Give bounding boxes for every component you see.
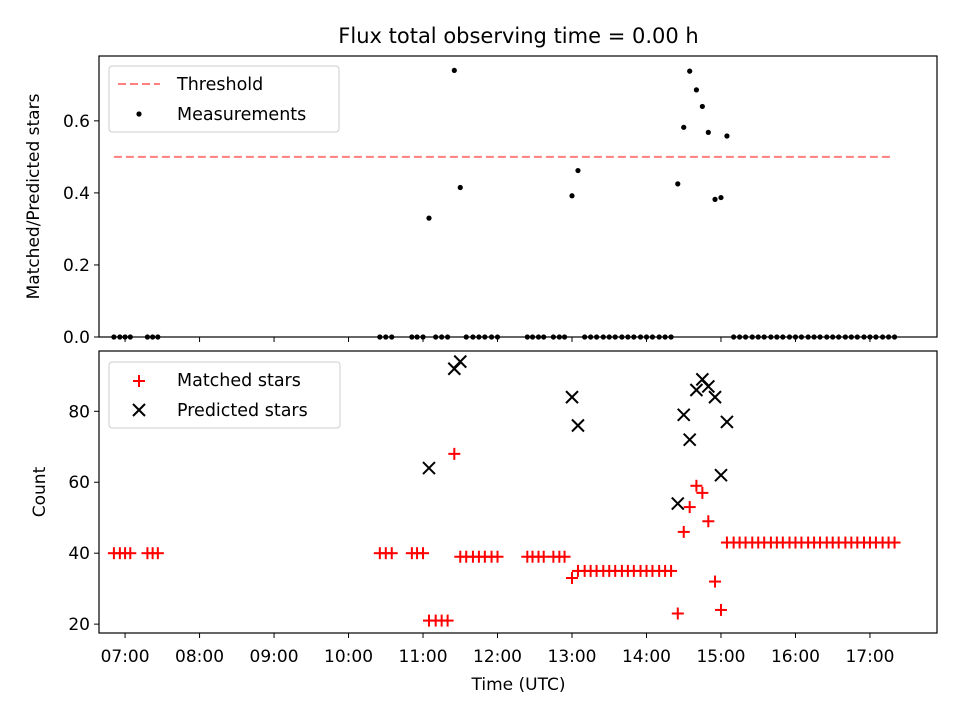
legend-measurements-label: Measurements: [177, 105, 306, 125]
predicted-star-point: [565, 390, 579, 404]
measurement-point: [569, 193, 575, 199]
bottom-y-ticks: 20 40 60 80: [68, 402, 99, 635]
bottom-x-tick-label: 09:00: [250, 647, 299, 667]
predicted-stars-points: [422, 354, 734, 511]
measurement-point: [724, 133, 730, 139]
legend-predicted-swatch: [132, 403, 146, 417]
matched-star-point: [714, 603, 727, 616]
top-legend-box: [108, 65, 340, 133]
bottom-x-tick-label: 17:00: [845, 647, 894, 667]
bottom-x-tick-label: 14:00: [622, 647, 671, 667]
measurement-point: [681, 124, 687, 130]
legend-measurements-swatch: [136, 111, 142, 117]
matched-star-point: [385, 547, 398, 560]
bottom-x-tick-label: 11:00: [399, 647, 448, 667]
predicted-star-point: [453, 354, 467, 369]
bottom-y-tick-label: 80: [68, 402, 90, 422]
matched-star-point: [124, 547, 137, 560]
matched-star-point: [671, 607, 684, 620]
predicted-star-point: [720, 415, 734, 429]
top-y-tick-label: 0.6: [63, 112, 90, 132]
bottom-x-tick-label: 15:00: [696, 647, 745, 667]
matched-star-point: [566, 572, 579, 585]
legend-matched-label: Matched stars: [177, 371, 301, 391]
top-y-tick-label: 0.4: [63, 184, 90, 204]
measurement-point: [712, 196, 718, 202]
matched-star-point: [665, 564, 678, 577]
measurement-point: [687, 68, 693, 74]
measurement-point: [718, 194, 724, 201]
bottom-x-tick-label: 10:00: [324, 647, 373, 667]
bottom-y-tick-label: 40: [68, 544, 90, 564]
matched-star-point: [558, 550, 571, 563]
top-y-tick-label: 0.2: [63, 256, 90, 276]
predicted-star-point: [422, 461, 436, 475]
matched-star-point: [448, 447, 461, 460]
matched-star-point: [151, 547, 164, 560]
bottom-y-axis-label: Count: [30, 466, 50, 517]
legend-matched-swatch: [133, 375, 145, 387]
measurement-point: [699, 103, 705, 110]
predicted-star-point: [682, 432, 697, 447]
top-plot-frame: [98, 55, 938, 338]
top-x-ticks: [124, 337, 871, 342]
bottom-x-tick-label: 13:00: [548, 647, 597, 667]
predicted-star-point: [701, 379, 716, 394]
predicted-star-point: [671, 496, 685, 511]
matched-star-point: [702, 515, 715, 528]
predicted-star-point: [677, 408, 691, 422]
chart-title: Flux total observing time = 0.00 h: [338, 24, 698, 48]
matched-star-point: [441, 614, 454, 627]
matched-star-point: [683, 501, 696, 514]
legend-threshold-label: Threshold: [176, 75, 263, 95]
measurement-point: [675, 181, 681, 187]
predicted-star-point: [689, 383, 704, 397]
measurement-point: [457, 184, 463, 191]
top-y-ticks: 0.0 0.2 0.4 0.6: [63, 112, 99, 348]
bottom-x-tick-label: 16:00: [771, 647, 820, 667]
matched-star-point: [677, 525, 690, 538]
matched-star-point: [690, 479, 703, 492]
top-y-axis-label: Matched/Predicted stars: [24, 93, 44, 299]
x-axis-label: Time (UTC): [471, 675, 566, 695]
measurement-point: [451, 67, 457, 74]
measurement-point: [693, 87, 700, 93]
bottom-panel: 20 40 60 80 07:00 08:00 09:00 10:00 11:00 12:00 1…: [30, 350, 938, 695]
bottom-x-tick-label: 08:00: [175, 647, 224, 667]
measurement-point: [575, 167, 581, 174]
matched-star-point: [696, 486, 709, 499]
bottom-x-ticks: 07:00 08:00 09:00 10:00 11:00 12:00 13:00 14:00…: [101, 633, 894, 667]
matched-star-point: [417, 547, 430, 560]
top-y-tick-label: 0.0: [63, 328, 90, 348]
top-panel: 0.0 0.2 0.4 0.6 Matched/Predicted stars Thr…: [24, 55, 938, 348]
matched-star-point: [888, 536, 901, 549]
measurement-point: [705, 129, 711, 135]
top-legend: Threshold Measurements: [108, 65, 340, 133]
bottom-x-tick-label: 12:00: [473, 647, 522, 667]
matched-star-point: [491, 550, 504, 563]
bottom-y-tick-label: 60: [68, 473, 90, 493]
predicted-star-point: [571, 418, 585, 433]
bottom-plot-frame: [98, 350, 938, 634]
measurement-points: [111, 67, 898, 340]
bottom-legend: Matched stars Predicted stars: [108, 361, 341, 429]
measurement-point: [426, 215, 432, 221]
predicted-star-point: [708, 390, 722, 404]
legend-predicted-label: Predicted stars: [177, 401, 308, 421]
bottom-legend-box: [108, 361, 341, 429]
bottom-x-tick-label: 07:00: [101, 647, 150, 667]
bottom-y-tick-label: 20: [68, 615, 90, 635]
matched-star-point: [709, 575, 722, 588]
matched-stars-points: [107, 447, 901, 627]
predicted-star-point: [714, 468, 728, 482]
